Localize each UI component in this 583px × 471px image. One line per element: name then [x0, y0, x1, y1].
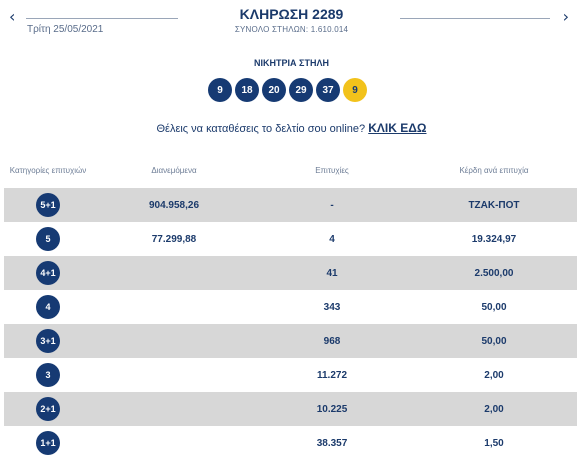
draw-header: ‹ Τρίτη 25/05/2021 ΚΛΗΡΩΣΗ 2289 ΣΥΝΟΛΟ Σ… — [0, 0, 583, 42]
divider-right — [400, 18, 550, 19]
prize-per-winner: 2,00 — [484, 369, 504, 381]
category-badge: 5+1 — [36, 193, 60, 217]
table-row: 5 77.299,88 4 19.324,97 — [4, 222, 577, 256]
table-row: 4 343 50,00 — [4, 290, 577, 324]
winners-count: 343 — [323, 301, 341, 313]
winners-count: - — [330, 199, 334, 211]
winners-count: 41 — [326, 267, 338, 279]
category-badge: 3 — [36, 363, 60, 387]
distributed-amount: 77.299,88 — [151, 233, 197, 245]
winners-count: 10.225 — [316, 403, 348, 415]
category-badge: 5 — [36, 227, 60, 251]
joker-number-ball: 9 — [343, 78, 367, 102]
prize-per-winner: 50,00 — [481, 301, 507, 313]
distributed-amount — [104, 358, 244, 392]
prize-per-winner: 2,00 — [484, 403, 504, 415]
total-columns: ΣΥΝΟΛΟ ΣΤΗΛΩΝ: 1.610.014 — [234, 25, 349, 34]
online-prompt-text: Θέλεις να καταθέσεις το δελτίο σου onlin… — [156, 123, 366, 135]
prize-per-winner: 2.500,00 — [474, 267, 514, 279]
winning-number-ball: 37 — [316, 78, 340, 102]
distributed-amount — [104, 392, 244, 426]
click-here-link[interactable]: ΚΛΙΚ ΕΔΩ — [368, 121, 427, 135]
header-distributed: Διανεμόμενα — [151, 165, 197, 175]
category-badge: 3+1 — [36, 329, 60, 353]
category-badge: 1+1 — [36, 431, 60, 455]
winners-count: 968 — [323, 335, 341, 347]
table-row: 2+1 10.225 2,00 — [4, 392, 577, 426]
category-badge: 4 — [36, 295, 60, 319]
prize-per-winner: 50,00 — [481, 335, 507, 347]
category-badge: 2+1 — [36, 397, 60, 421]
chevron-right-icon[interactable]: › — [562, 7, 569, 26]
draw-title: ΚΛΗΡΩΣΗ 2289 — [239, 6, 344, 22]
winning-number-ball: 9 — [208, 78, 232, 102]
draw-date: Τρίτη 25/05/2021 — [27, 24, 104, 35]
winning-number-ball: 20 — [262, 78, 286, 102]
prize-table: Κατηγορίες επιτυχιών Διανεμόμενα Επιτυχί… — [4, 152, 577, 460]
prize-per-winner: ΤΖΑΚ-ΠΟΤ — [468, 199, 520, 211]
table-row: 4+1 41 2.500,00 — [4, 256, 577, 290]
table-row: 1+1 38.357 1,50 — [4, 426, 577, 460]
table-header: Κατηγορίες επιτυχιών Διανεμόμενα Επιτυχί… — [4, 152, 577, 188]
chevron-left-icon[interactable]: ‹ — [9, 7, 16, 26]
prize-per-winner: 1,50 — [484, 437, 504, 449]
distributed-amount — [104, 256, 244, 290]
distributed-amount — [104, 290, 244, 324]
header-category: Κατηγορίες επιτυχιών — [9, 165, 87, 175]
divider-left — [26, 18, 178, 19]
winning-numbers: 9 18 20 29 37 9 — [208, 78, 367, 102]
winners-count: 38.357 — [316, 437, 348, 449]
distributed-amount: 904.958,26 — [148, 199, 200, 211]
header-prize: Κέρδη ανά επιτυχία — [459, 165, 529, 175]
table-row: 3 11.272 2,00 — [4, 358, 577, 392]
header-winners: Επιτυχίες — [315, 165, 349, 175]
winners-count: 11.272 — [316, 369, 348, 381]
winning-number-ball: 18 — [235, 78, 259, 102]
online-submit-prompt: Θέλεις να καταθέσεις το δελτίο σου onlin… — [0, 121, 583, 135]
winning-column-label: ΝΙΚΗΤΡΙΑ ΣΤΗΛΗ — [254, 58, 329, 68]
winning-number-ball: 29 — [289, 78, 313, 102]
distributed-amount — [104, 426, 244, 460]
category-badge: 4+1 — [36, 261, 60, 285]
prize-per-winner: 19.324,97 — [471, 233, 517, 245]
distributed-amount — [104, 324, 244, 358]
winners-count: 4 — [329, 233, 335, 245]
table-row: 3+1 968 50,00 — [4, 324, 577, 358]
table-row: 5+1 904.958,26 - ΤΖΑΚ-ΠΟΤ — [4, 188, 577, 222]
